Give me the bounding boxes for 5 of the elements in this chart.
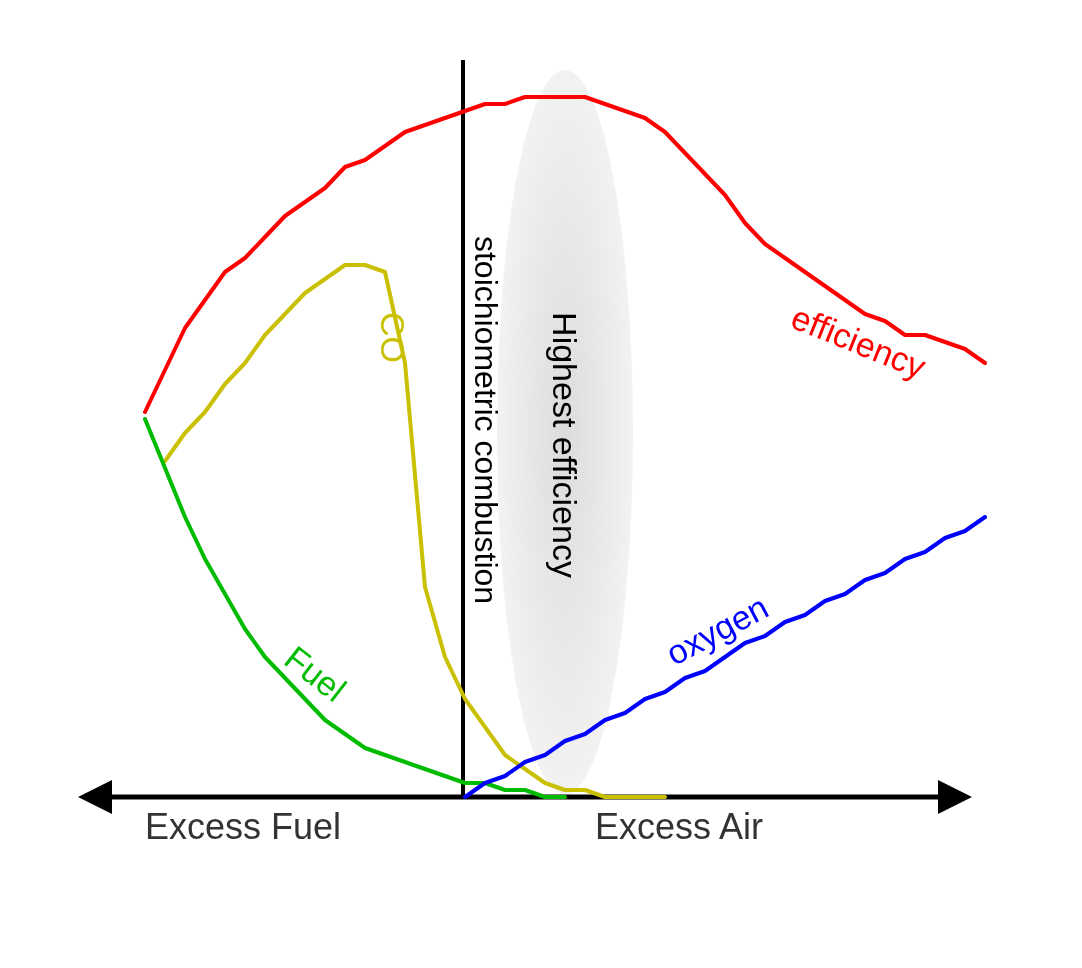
text: Excess Air xyxy=(595,805,764,847)
annotation: stoichiometric combustion xyxy=(468,235,504,605)
text: Excess Fuel xyxy=(145,805,342,847)
annotation: Highest efficiency xyxy=(546,312,584,578)
text: Fuel xyxy=(277,638,354,709)
